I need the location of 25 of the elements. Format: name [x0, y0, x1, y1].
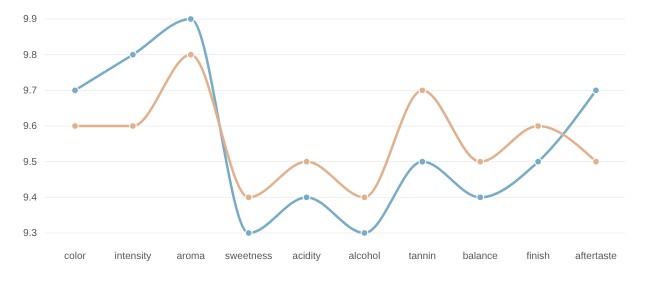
y-tick-label: 9.3	[23, 228, 38, 240]
y-tick-label: 9.7	[23, 86, 38, 97]
x-tick-label: balance	[462, 251, 498, 262]
x-tick-label: aroma	[176, 251, 206, 262]
y-tick-label: 9.9	[23, 14, 38, 26]
x-tick-label: aftertaste	[575, 251, 618, 262]
x-tick-label: alcohol	[348, 251, 380, 262]
y-tick-label: 9.5	[23, 156, 38, 168]
y-tick-label: 9.6	[23, 121, 38, 132]
point	[71, 86, 79, 94]
x-tick-label: color	[64, 251, 86, 262]
x-tick-label: sweetness	[225, 251, 272, 262]
y-tick-label: 9.4	[23, 192, 38, 204]
x-tick-label: acidity	[292, 251, 321, 262]
x-tick-label: intensity	[114, 251, 152, 262]
point	[534, 122, 542, 130]
point	[186, 15, 195, 23]
point	[71, 122, 79, 130]
point	[534, 158, 542, 166]
x-tick-label: tannin	[408, 251, 436, 262]
point	[360, 229, 368, 237]
x-tick-label: finish	[526, 251, 550, 262]
y-tick-label: 9.8	[23, 50, 38, 61]
point	[244, 229, 253, 237]
point	[129, 122, 137, 130]
